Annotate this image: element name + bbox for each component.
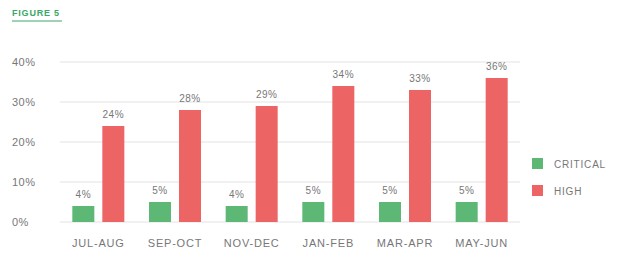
legend-label: CRITICAL [554, 159, 606, 170]
data-label: 24% [103, 109, 125, 120]
title-underline [12, 21, 62, 22]
grid [60, 62, 520, 222]
data-label: 33% [409, 73, 431, 84]
legend: CRITICAL HIGH [532, 158, 606, 197]
grid-line [60, 182, 520, 183]
y-tick-label: 30% [12, 96, 36, 108]
data-label: 5% [306, 185, 321, 196]
bar [456, 202, 478, 222]
bar [149, 202, 171, 222]
data-label: 5% [382, 185, 397, 196]
bar [256, 106, 278, 222]
legend-swatch [532, 185, 543, 196]
grid-line [60, 102, 520, 103]
data-label: 34% [333, 69, 355, 80]
bar [409, 90, 431, 222]
data-label: 29% [256, 89, 278, 100]
y-tick-label: 0% [12, 216, 29, 228]
data-label: 5% [152, 185, 167, 196]
x-tick-label: MAY-JUN [455, 237, 508, 249]
bar [379, 202, 401, 222]
data-label: 4% [229, 189, 244, 200]
data-label: 28% [179, 93, 201, 104]
grid-line [60, 62, 520, 63]
x-tick-label: JAN-FEB [303, 237, 354, 249]
bar [72, 206, 94, 222]
bars [72, 78, 507, 222]
data-label: 36% [486, 61, 508, 72]
title: FIGURE 5 [12, 8, 60, 18]
legend-label: HIGH [554, 186, 582, 197]
x-tick-label: SEP-OCT [148, 237, 203, 249]
data-label: 5% [459, 185, 474, 196]
chart: FIGURE 5 0% 10% 20% 30% 40% 4% 5% 4% 5% 5% 5% 24% 28%… [0, 0, 622, 271]
x-tick-label: MAR-APR [377, 237, 433, 249]
bar [102, 126, 124, 222]
data-label: 4% [76, 189, 91, 200]
legend-swatch [532, 158, 543, 169]
y-tick-label: 10% [12, 176, 36, 188]
grid-line [60, 222, 520, 223]
x-tick-label: NOV-DEC [224, 237, 280, 249]
x-tick-label: JUL-AUG [72, 237, 125, 249]
bar [302, 202, 324, 222]
y-tick-label: 40% [12, 56, 36, 68]
data-labels: 4% 5% 4% 5% 5% 5% 24% 28% 29% 34% 33% 36% [76, 61, 508, 200]
bar [179, 110, 201, 222]
bar [332, 86, 354, 222]
y-tick-label: 20% [12, 136, 36, 148]
bar [226, 206, 248, 222]
bar [486, 78, 508, 222]
grid-line [60, 142, 520, 143]
